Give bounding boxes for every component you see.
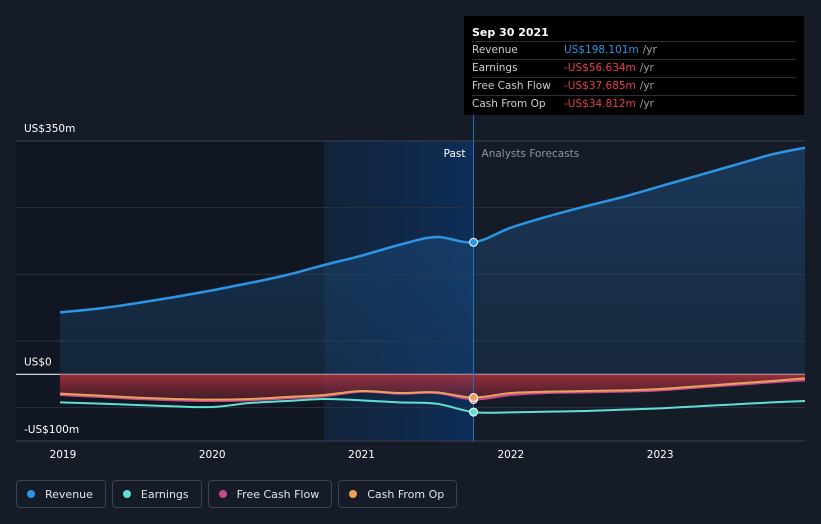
tooltip-value: -US$34.812m (564, 98, 636, 110)
tooltip-row-earnings: Earnings -US$56.634m /yr (472, 59, 796, 77)
tooltip-value: US$198.101m (564, 44, 639, 56)
negative-area (59, 374, 806, 401)
earnings-line (59, 397, 806, 414)
legend-item-revenue[interactable]: Revenue (16, 480, 106, 508)
revenue-marker (469, 237, 479, 247)
tooltip-row-free-cash-flow: Free Cash Flow -US$37.685m /yr (472, 77, 796, 95)
tooltip-row-revenue: Revenue US$198.101m /yr (472, 41, 796, 59)
earnings-dot-icon (122, 490, 131, 498)
tooltip-value: -US$56.634m (564, 62, 636, 74)
x-tick-label: 2023 (647, 449, 674, 461)
x-tick-label: 2020 (199, 449, 226, 461)
series-areas (59, 147, 806, 401)
x-tick-label: 2022 (497, 449, 524, 461)
y-tick-label: US$0 (24, 356, 52, 368)
forecast-label: Analysts Forecasts (482, 148, 580, 160)
legend-label: Free Cash Flow (236, 487, 320, 501)
y-axis-labels: US$350m US$0 -US$100m (24, 123, 79, 436)
free-cash-flow-dot-icon (218, 490, 227, 498)
data-tooltip: Sep 30 2021 Revenue US$198.101m /yr Earn… (464, 16, 804, 115)
revenue-line (59, 146, 806, 314)
x-tick-label: 2019 (50, 449, 77, 461)
tooltip-label: Earnings (472, 62, 518, 74)
x-tick-label: 2021 (348, 449, 375, 461)
tooltip-value: -US$37.685m (564, 80, 636, 92)
series-lines (59, 146, 806, 414)
y-tick-label: -US$100m (24, 424, 79, 436)
legend-item-earnings[interactable]: Earnings (111, 480, 202, 508)
cash-from-op-marker (469, 393, 479, 403)
tooltip-unit: /yr (642, 44, 657, 56)
chart-legend: Revenue Earnings Free Cash Flow Cash Fro… (16, 480, 458, 508)
x-axis-labels: 2019 2020 2021 2022 2023 (50, 449, 674, 461)
legend-label: Cash From Op (367, 487, 445, 501)
tooltip-label: Cash From Op (472, 98, 546, 110)
tooltip-unit: /yr (639, 98, 654, 110)
tooltip-unit: /yr (639, 62, 654, 74)
tooltip-row-cash-from-op: Cash From Op -US$34.812m /yr (472, 95, 796, 113)
earnings-marker (469, 407, 479, 417)
legend-label: Earnings (140, 487, 189, 501)
tooltip-label: Revenue (472, 44, 518, 56)
y-tick-label: US$350m (24, 123, 75, 135)
cash-from-op-dot-icon (349, 490, 358, 498)
series-markers (469, 237, 479, 417)
revenue-dot-icon (27, 490, 35, 498)
tooltip-date: Sep 30 2021 (472, 26, 549, 39)
legend-item-free-cash-flow[interactable]: Free Cash Flow (207, 480, 333, 508)
legend-label: Revenue (45, 487, 93, 501)
legend-item-cash-from-op[interactable]: Cash From Op (338, 480, 458, 508)
past-label: Past (444, 148, 466, 160)
tooltip-unit: /yr (639, 80, 654, 92)
cash-from-op-line (59, 377, 806, 401)
revenue-area (59, 147, 806, 375)
tooltip-label: Free Cash Flow (472, 80, 551, 92)
